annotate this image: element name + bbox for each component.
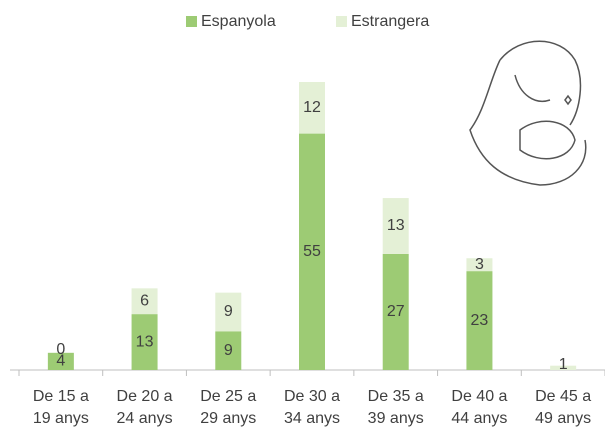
data-label: 13 xyxy=(387,217,405,234)
legend-label: Estrangera xyxy=(351,13,429,30)
data-label: 0 xyxy=(56,341,65,358)
data-label: 1 xyxy=(559,356,568,373)
x-tick-label: De 20 a 24 anys xyxy=(110,386,180,430)
data-label: 6 xyxy=(140,292,149,309)
x-tick-label: De 35 a 39 anys xyxy=(361,386,431,430)
x-tick-label: De 15 a 19 anys xyxy=(26,386,96,430)
data-label: 27 xyxy=(387,303,405,320)
legend-swatch xyxy=(186,16,197,27)
chart: EspanyolaEstrangera4013699551227132331 xyxy=(0,0,605,434)
data-label: 3 xyxy=(475,256,484,273)
x-tick-label: De 40 a 44 anys xyxy=(444,386,514,430)
data-label: 23 xyxy=(471,312,489,329)
data-label: 55 xyxy=(303,243,321,260)
data-label: 9 xyxy=(224,303,233,320)
x-tick-label: De 30 a 34 anys xyxy=(277,386,347,430)
data-label: 12 xyxy=(303,99,321,116)
x-tick-label: De 45 a 49 anys xyxy=(528,386,598,430)
illustration xyxy=(470,41,586,185)
data-label: 13 xyxy=(136,333,154,350)
legend-swatch xyxy=(336,16,347,27)
x-tick-label: De 25 a 29 anys xyxy=(193,386,263,430)
legend-label: Espanyola xyxy=(201,13,276,30)
data-label: 9 xyxy=(224,342,233,359)
page: EspanyolaEstrangera4013699551227132331 D… xyxy=(0,0,605,434)
